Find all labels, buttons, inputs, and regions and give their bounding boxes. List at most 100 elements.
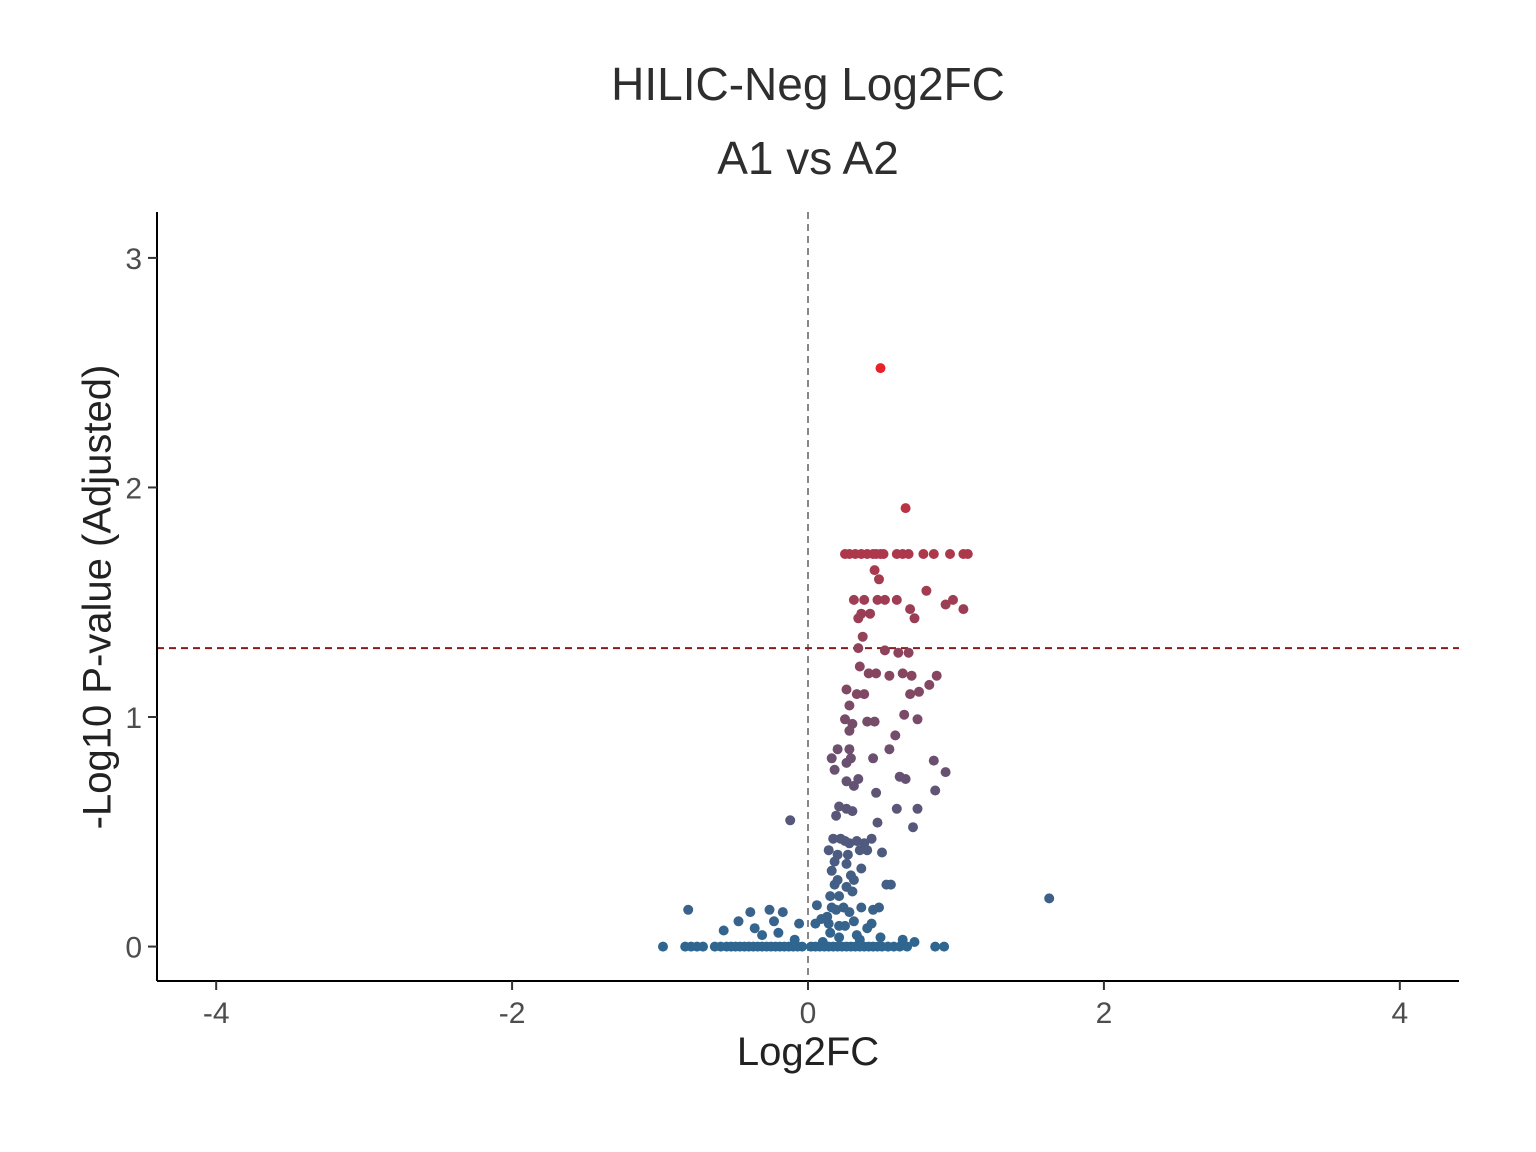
data-point xyxy=(844,700,855,711)
data-point xyxy=(847,806,858,817)
data-point xyxy=(773,927,784,938)
data-point xyxy=(832,744,843,755)
data-point xyxy=(872,594,883,605)
data-point xyxy=(848,875,859,885)
data-point xyxy=(869,716,880,727)
x-tick-label: 2 xyxy=(1096,997,1113,1030)
data-point xyxy=(863,668,874,679)
data-point xyxy=(875,932,886,943)
data-point xyxy=(842,849,853,860)
data-point xyxy=(844,725,855,736)
data-point xyxy=(840,714,850,725)
data-point xyxy=(848,780,859,791)
data-point xyxy=(749,923,760,934)
data-point xyxy=(834,891,845,902)
data-point xyxy=(658,941,668,952)
data-point xyxy=(918,549,929,559)
data-point xyxy=(865,608,876,619)
data-point xyxy=(856,863,867,874)
data-point xyxy=(854,661,865,672)
data-point xyxy=(900,503,911,514)
data-point xyxy=(877,847,887,858)
data-point xyxy=(893,647,904,658)
data-point xyxy=(777,907,788,918)
data-point xyxy=(879,645,890,656)
data-point xyxy=(851,689,862,700)
data-point xyxy=(847,886,858,897)
data-point xyxy=(853,613,864,624)
data-point xyxy=(874,574,884,585)
data-points xyxy=(658,363,1055,952)
data-point xyxy=(810,918,821,929)
data-point xyxy=(841,858,852,869)
data-point xyxy=(1044,893,1055,904)
data-point xyxy=(881,879,892,890)
data-point xyxy=(908,822,918,833)
data-point xyxy=(899,709,910,720)
data-point xyxy=(909,613,920,624)
data-point xyxy=(945,549,955,559)
data-point xyxy=(829,879,840,890)
data-point xyxy=(962,549,973,559)
data-point xyxy=(884,670,895,681)
data-point xyxy=(928,549,939,559)
data-point xyxy=(872,817,883,828)
data-point xyxy=(831,810,842,821)
data-point xyxy=(897,668,908,679)
data-point xyxy=(718,925,729,936)
data-point xyxy=(848,594,859,605)
data-point xyxy=(797,941,808,952)
data-point xyxy=(857,631,868,642)
data-point xyxy=(928,755,939,766)
data-point xyxy=(930,941,941,952)
data-point xyxy=(879,594,890,605)
data-point xyxy=(862,845,873,856)
data-point xyxy=(683,904,694,915)
data-point xyxy=(891,803,902,814)
data-point xyxy=(891,594,902,605)
data-point xyxy=(844,744,855,755)
data-point xyxy=(868,753,879,764)
data-point xyxy=(903,549,914,559)
data-point xyxy=(902,941,913,952)
data-point xyxy=(912,714,923,725)
x-axis-ticks: -4 -2 0 2 4 xyxy=(203,981,1408,1030)
data-point xyxy=(745,907,756,918)
data-point xyxy=(841,684,852,695)
x-tick-label: -2 xyxy=(499,997,526,1030)
data-point xyxy=(785,815,796,826)
data-point xyxy=(828,833,839,844)
y-tick-label: 3 xyxy=(125,243,142,276)
data-point xyxy=(940,767,951,778)
data-point xyxy=(826,865,837,876)
data-point xyxy=(874,902,884,913)
y-axis-title: -Log10 P-value (Adjusted) xyxy=(75,364,120,830)
data-point xyxy=(906,670,917,681)
y-tick-label: 0 xyxy=(125,932,142,965)
data-point xyxy=(931,670,942,681)
data-point xyxy=(733,916,744,927)
y-tick-label: 2 xyxy=(125,472,142,505)
data-point xyxy=(894,941,905,952)
data-point xyxy=(903,647,914,658)
data-point xyxy=(939,941,950,952)
data-point xyxy=(854,845,865,856)
data-point xyxy=(841,776,852,787)
data-point xyxy=(871,787,882,798)
x-tick-label: 4 xyxy=(1391,997,1408,1030)
data-point xyxy=(794,918,805,929)
chart-subtitle: A1 vs A2 xyxy=(717,132,899,184)
data-point xyxy=(875,363,886,374)
y-tick-label: 1 xyxy=(125,702,142,735)
data-point xyxy=(905,604,916,615)
data-point xyxy=(905,689,916,700)
data-point xyxy=(825,927,836,938)
data-point xyxy=(862,716,873,727)
data-point xyxy=(844,907,855,918)
data-point xyxy=(866,918,877,929)
data-point xyxy=(811,900,822,911)
data-point xyxy=(948,594,958,605)
data-point xyxy=(869,565,880,576)
